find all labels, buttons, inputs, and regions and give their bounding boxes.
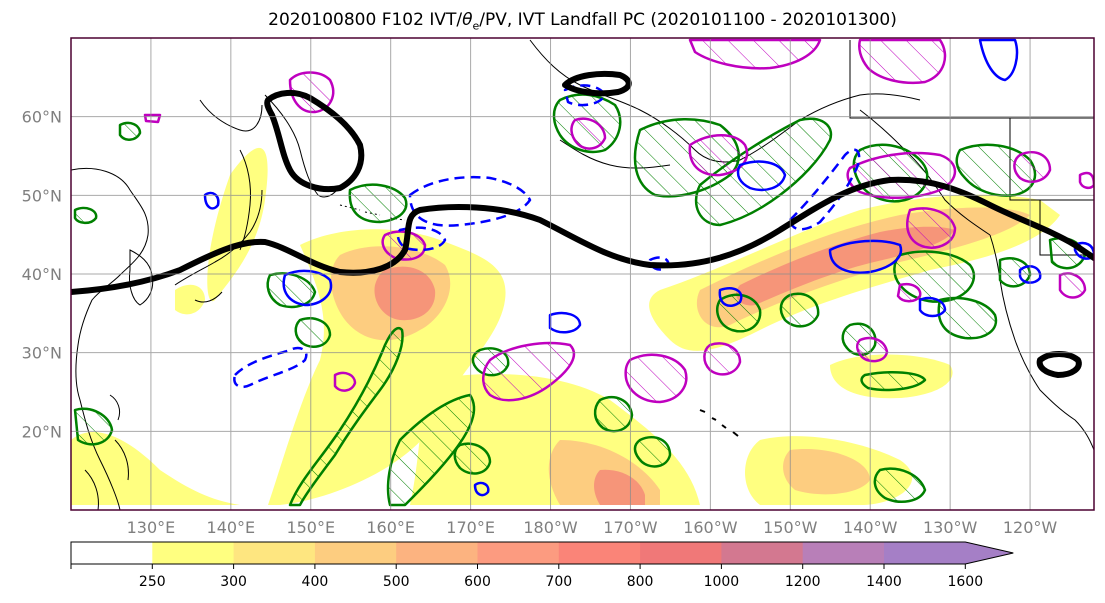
colorbar-label: 700 bbox=[545, 574, 572, 590]
lon-tick-label: 170°E bbox=[446, 518, 495, 537]
lon-tick-label: 150°W bbox=[763, 518, 818, 537]
colorbar-segment bbox=[802, 542, 885, 564]
lon-tick-label: 140°E bbox=[207, 518, 256, 537]
colorbar-outline bbox=[70, 541, 1014, 565]
colorbar-extend-arrow bbox=[965, 542, 1014, 564]
figure-title: 2020100800 F102 IVT/θe/PV, IVT Landfall … bbox=[0, 10, 1105, 32]
lat-tick-label: 40°N bbox=[22, 265, 62, 284]
lat-axis-labels: 20°N 30°N 40°N 50°N 60°N bbox=[22, 108, 62, 442]
colorbar-segment bbox=[640, 542, 722, 564]
colorbar-label: 400 bbox=[302, 574, 329, 590]
colorbar-label: 1000 bbox=[704, 574, 740, 590]
colorbar-segment bbox=[314, 542, 397, 564]
gridlines bbox=[71, 38, 1094, 510]
colorbar-label: 800 bbox=[627, 574, 654, 590]
title-prefix: 2020100800 F102 IVT/ bbox=[268, 10, 463, 30]
colorbar-segment bbox=[477, 542, 560, 564]
colorbar-label: 600 bbox=[464, 574, 491, 590]
lat-tick-label: 60°N bbox=[22, 108, 62, 127]
title-theta-subscript: e bbox=[472, 19, 480, 33]
colorbar-segment bbox=[233, 542, 316, 564]
theta-e-contours bbox=[73, 93, 1087, 507]
map-frame bbox=[70, 37, 1095, 511]
colorbar-segment bbox=[558, 542, 641, 564]
lon-tick-label: 150°E bbox=[286, 518, 335, 537]
lon-tick-label: 140°W bbox=[843, 518, 898, 537]
colorbar-label: 500 bbox=[383, 574, 410, 590]
negative-contours bbox=[203, 38, 1094, 497]
lon-axis-labels: 130°E 140°E 150°E 160°E 170°E 180°W 170°W 160°W… bbox=[127, 518, 1058, 537]
colorbar-segment bbox=[396, 542, 479, 564]
title-suffix: /PV, IVT Landfall PC (2020101100 - 20201… bbox=[479, 10, 897, 30]
colorbar-segment bbox=[884, 542, 966, 564]
lon-tick-label: 130°W bbox=[923, 518, 978, 537]
pv-contours bbox=[143, 38, 1094, 404]
colorbar-segment bbox=[71, 542, 153, 564]
colorbar-label: 1200 bbox=[785, 574, 821, 590]
lon-tick-label: 130°E bbox=[127, 518, 176, 537]
colorbar-segment bbox=[721, 542, 804, 564]
lat-tick-label: 30°N bbox=[22, 344, 62, 363]
lat-tick-label: 50°N bbox=[22, 186, 62, 205]
colorbar-label: 1600 bbox=[947, 574, 983, 590]
lon-tick-label: 160°W bbox=[683, 518, 738, 537]
landfall-pc-contours bbox=[71, 70, 1094, 378]
lon-tick-label: 120°W bbox=[1003, 518, 1058, 537]
colorbar-label: 1400 bbox=[866, 574, 902, 590]
colorbar-segment bbox=[152, 542, 235, 564]
lon-tick-label: 160°E bbox=[366, 518, 415, 537]
map-layers bbox=[71, 38, 1094, 510]
colorbar-label: 250 bbox=[139, 574, 166, 590]
lat-tick-label: 20°N bbox=[22, 422, 62, 441]
lon-tick-label: 170°W bbox=[603, 518, 658, 537]
colorbar-label: 300 bbox=[220, 574, 247, 590]
ivt-colorbar: 250 300 400 500 600 700 800 1000 1200 1400 1600 bbox=[70, 541, 1014, 590]
lon-tick-label: 180°W bbox=[523, 518, 578, 537]
title-theta: θ bbox=[462, 10, 473, 30]
